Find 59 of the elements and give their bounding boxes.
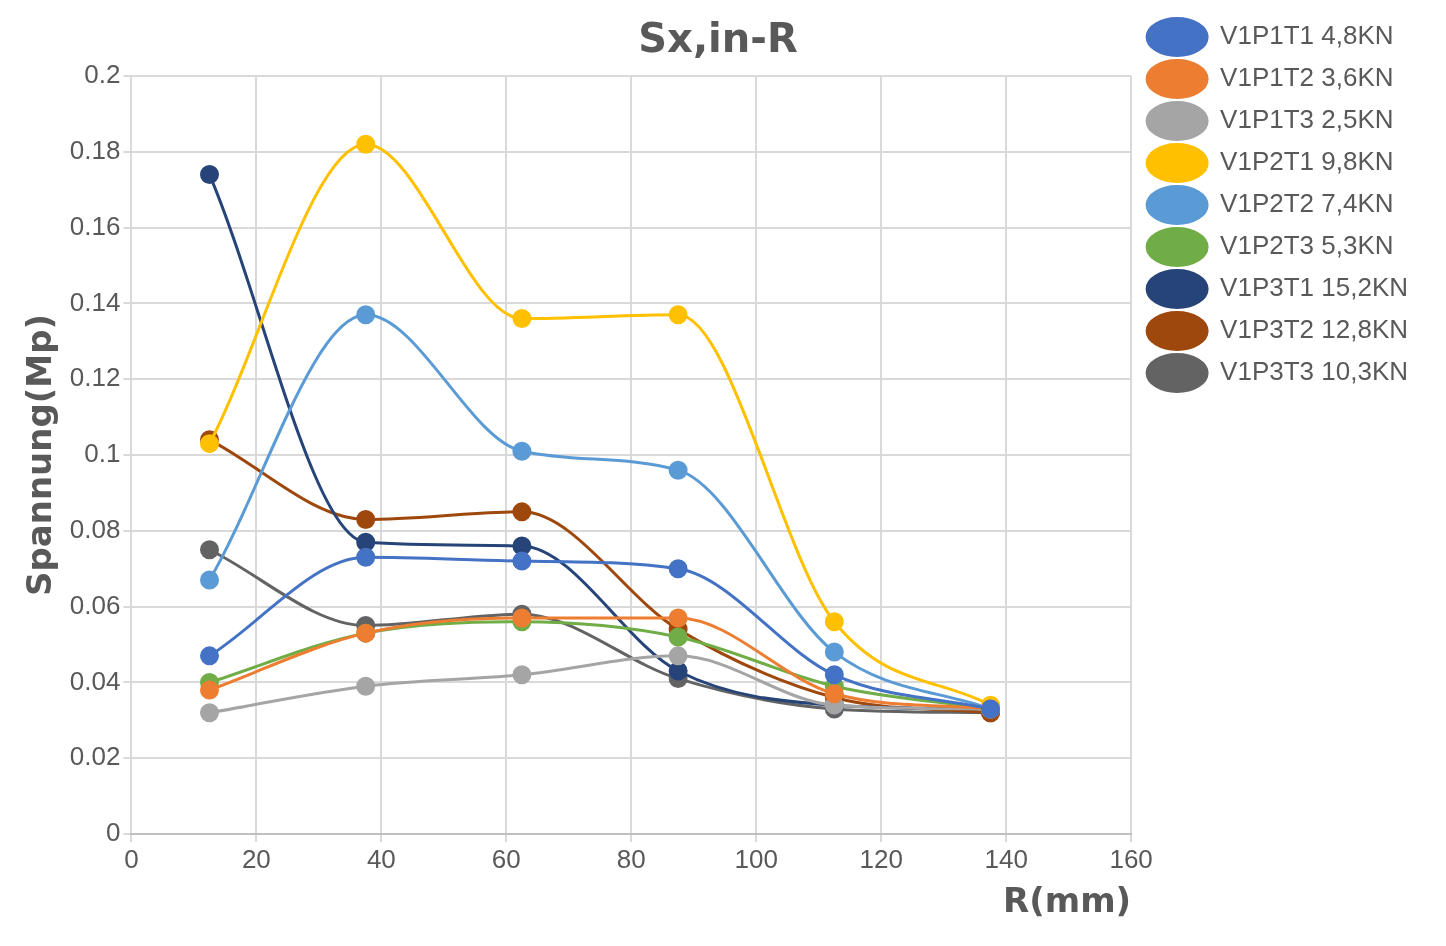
x-tick-label: 40 — [366, 843, 396, 874]
y-tick-label: 0.16 — [69, 210, 121, 241]
y-tick-label: 0.14 — [69, 286, 121, 317]
point — [668, 627, 688, 647]
legend-label: V1P3T3 10,3KN — [1220, 356, 1408, 387]
point — [200, 680, 220, 700]
y-tick-label: 0.1 — [84, 438, 121, 469]
point — [668, 608, 688, 628]
y-tick-label: 0.12 — [69, 362, 121, 393]
point — [668, 661, 688, 681]
point — [356, 547, 376, 567]
x-axis-title: R(mm) — [1002, 880, 1132, 921]
point — [512, 502, 532, 522]
legend-label: V1P1T1 4,8KN — [1220, 20, 1394, 51]
y-tick-label: 0.06 — [69, 589, 121, 620]
point — [512, 309, 532, 329]
legend-label: V1P2T1 9,8KN — [1220, 146, 1394, 177]
point — [824, 665, 844, 685]
point — [824, 684, 844, 704]
point — [356, 305, 376, 325]
legend-label: V1P3T1 15,2KN — [1220, 272, 1408, 303]
legend-label: V1P1T2 3,6KN — [1220, 62, 1394, 93]
y-tick-label: 0.04 — [69, 665, 121, 696]
x-tick-label: 80 — [616, 843, 646, 874]
point — [824, 642, 844, 662]
y-tick-label: 0.08 — [69, 513, 121, 544]
point — [824, 612, 844, 632]
point — [356, 676, 376, 696]
y-tick-label: 0 — [105, 817, 121, 848]
point — [356, 134, 376, 154]
x-tick-label: 100 — [734, 843, 778, 874]
legend-label: V1P3T2 12,8KN — [1220, 314, 1408, 345]
point — [200, 703, 220, 723]
x-tick-label: 140 — [984, 843, 1028, 874]
x-tick-label: 120 — [859, 843, 903, 874]
y-tick-label: 0.02 — [69, 741, 121, 772]
x-tick-label: 60 — [491, 843, 521, 874]
x-tick-label: 20 — [241, 843, 271, 874]
point — [668, 305, 688, 325]
point — [356, 532, 376, 552]
point — [200, 570, 220, 590]
y-axis-title: Spannung(Mp) — [19, 313, 60, 597]
y-tick-label: 0.18 — [69, 134, 121, 165]
x-tick-label: 160 — [1109, 843, 1153, 874]
point — [668, 559, 688, 579]
point — [512, 551, 532, 571]
point — [668, 460, 688, 480]
chart-title: Sx,in-R — [638, 15, 798, 62]
point — [512, 441, 532, 461]
point — [200, 540, 220, 560]
point — [200, 165, 220, 185]
point — [200, 646, 220, 666]
legend-label: V1P1T3 2,5KN — [1220, 104, 1394, 135]
point — [356, 509, 376, 529]
legend-label: V1P2T3 5,3KN — [1220, 230, 1394, 261]
legend-label: V1P2T2 7,4KN — [1220, 188, 1394, 219]
y-tick-label: 0.2 — [84, 59, 121, 90]
point — [512, 665, 532, 685]
point — [668, 646, 688, 666]
